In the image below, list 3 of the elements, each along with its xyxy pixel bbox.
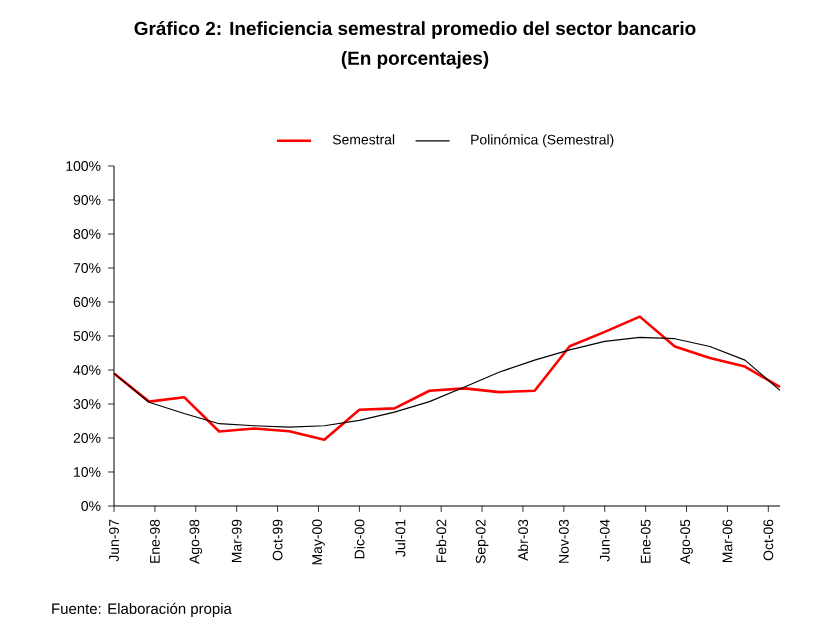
chart-subtitle: (En porcentajes) <box>341 51 489 69</box>
chart-title: Gráfico 2: Ineficiencia semestral promedio del sector bancario <box>134 21 696 39</box>
line-series <box>112 315 782 441</box>
